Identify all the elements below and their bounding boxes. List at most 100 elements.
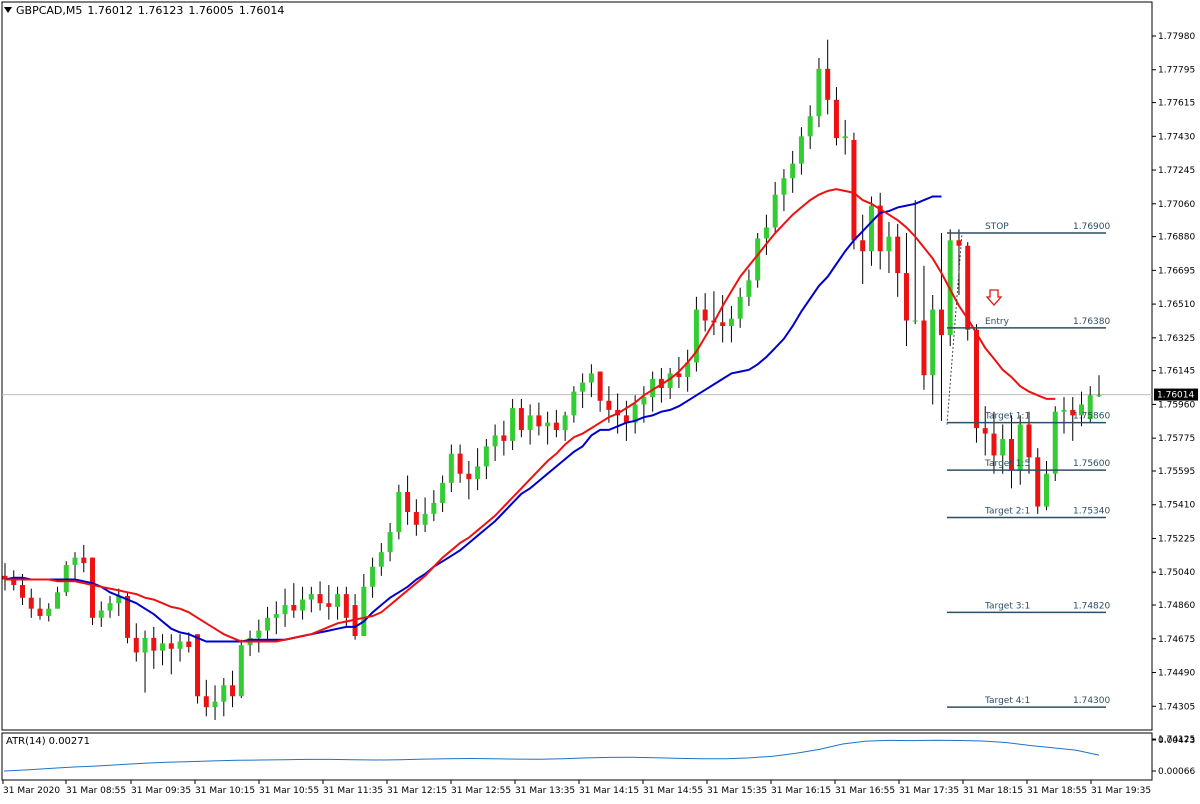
time-tick-label: 31 Mar 11:35 [323, 786, 383, 796]
price-tick-label: 1.77430 [1158, 132, 1195, 142]
bull-candle [212, 701, 218, 708]
bull-candle [1087, 395, 1093, 420]
time-tick-label: 31 Mar 17:35 [899, 786, 959, 796]
bear-candle [982, 428, 988, 434]
time-tick-label: 31 Mar 15:35 [707, 786, 767, 796]
bull-candle [335, 594, 341, 607]
level-value: 1.74820 [1073, 601, 1110, 611]
bull-candle [282, 605, 288, 615]
chevron-down-icon[interactable] [4, 7, 12, 13]
bear-candle [921, 320, 927, 376]
bear-candle [326, 603, 332, 607]
price-tick-label: 1.76880 [1158, 233, 1195, 243]
bear-candle [457, 453, 463, 474]
level-value: 1.75340 [1073, 506, 1110, 516]
bull-candle [641, 397, 647, 405]
level-name: Target 4:1 [984, 696, 1030, 706]
bear-candle [833, 99, 839, 139]
bear-candle [125, 595, 131, 638]
bull-candle [790, 163, 796, 179]
price-tick-label: 1.76695 [1158, 266, 1195, 276]
level-name: Target 1:1 [984, 412, 1030, 422]
price-tick-label: 1.74860 [1158, 601, 1195, 611]
price-tick-label: 1.75960 [1158, 400, 1195, 410]
bull-candle [378, 552, 384, 567]
bear-candle [518, 408, 524, 430]
bull-candle [912, 320, 918, 322]
bull-candle [361, 586, 367, 637]
bear-candle [536, 415, 542, 427]
bull-candle [1043, 473, 1049, 507]
atr-line [3, 739, 1100, 772]
bull-candle [868, 205, 874, 252]
time-tick-label: 31 Mar 08:55 [66, 786, 126, 796]
bull-candle [142, 637, 148, 653]
bull-candle [930, 309, 936, 376]
bull-candle [238, 645, 244, 697]
atr-tick-label: 0.00066 [1158, 767, 1195, 777]
price-tick-label: 1.76325 [1158, 334, 1195, 344]
bear-candle [343, 594, 349, 618]
bear-candle [317, 594, 323, 604]
bull-candle [588, 373, 594, 383]
bear-candle [2, 575, 8, 580]
price-tick-label: 1.76145 [1158, 367, 1195, 377]
price-tick-label: 1.77795 [1158, 66, 1195, 76]
bear-candle [956, 240, 962, 246]
time-tick-label: 31 Mar 12:15 [387, 786, 447, 796]
bull-candle [448, 453, 454, 483]
bull-candle [632, 404, 638, 423]
price-tick-label: 1.77615 [1158, 99, 1195, 109]
bull-candle [387, 532, 393, 553]
bull-candle [772, 194, 778, 228]
price-tick-label: 1.74125 [1158, 735, 1195, 745]
bull-candle [746, 280, 752, 297]
price-tick-label: 1.75595 [1158, 467, 1195, 477]
level-name: Entry [985, 317, 1010, 327]
bull-candle [685, 362, 691, 378]
level-value: 1.76900 [1073, 222, 1110, 232]
bull-candle [221, 685, 227, 702]
bull-candle [1052, 411, 1058, 474]
bull-candle [580, 382, 586, 392]
bull-candle [396, 491, 402, 533]
bull-candle [807, 116, 813, 137]
bull-candle [755, 238, 761, 281]
atr-pane-frame [1, 732, 1153, 781]
bull-candle [116, 595, 122, 604]
time-tick-label: 31 Mar 19:35 [1091, 786, 1151, 796]
bear-candle [413, 512, 419, 525]
time-tick-label: 31 Mar 14:15 [579, 786, 639, 796]
bull-candle [483, 446, 489, 467]
bull-candle [571, 391, 577, 416]
level-name: Target 1:5 [984, 459, 1030, 469]
atr-label: ATR(14) [6, 736, 46, 747]
bull-candle [667, 373, 673, 388]
bear-candle [186, 641, 192, 647]
moving-average-fast-line [5, 188, 1056, 643]
bear-candle [720, 322, 726, 326]
bull-candle [816, 68, 822, 117]
high-value: 1.76123 [137, 4, 184, 17]
bull-candle [431, 502, 437, 514]
bull-candle [72, 557, 78, 565]
bear-candle [1035, 457, 1041, 507]
price-tick-label: 1.77245 [1158, 166, 1195, 176]
bull-candle [1000, 439, 1006, 456]
bull-candle [107, 603, 113, 611]
price-tick-label: 1.74305 [1158, 702, 1195, 712]
level-value: 1.76380 [1073, 317, 1110, 327]
trade-connector-line [946, 232, 963, 425]
bull-candle [308, 594, 314, 600]
bull-candle [370, 566, 376, 587]
bull-candle [781, 178, 787, 195]
atr-value: 0.00271 [48, 736, 91, 747]
main-pane-frame [1, 1, 1153, 731]
bear-candle [851, 139, 857, 241]
bear-candle [28, 597, 34, 609]
bull-candle [492, 435, 498, 447]
bear-candle [895, 236, 901, 274]
price-tick-label: 1.74490 [1158, 669, 1195, 679]
level-value: 1.75860 [1073, 412, 1110, 422]
